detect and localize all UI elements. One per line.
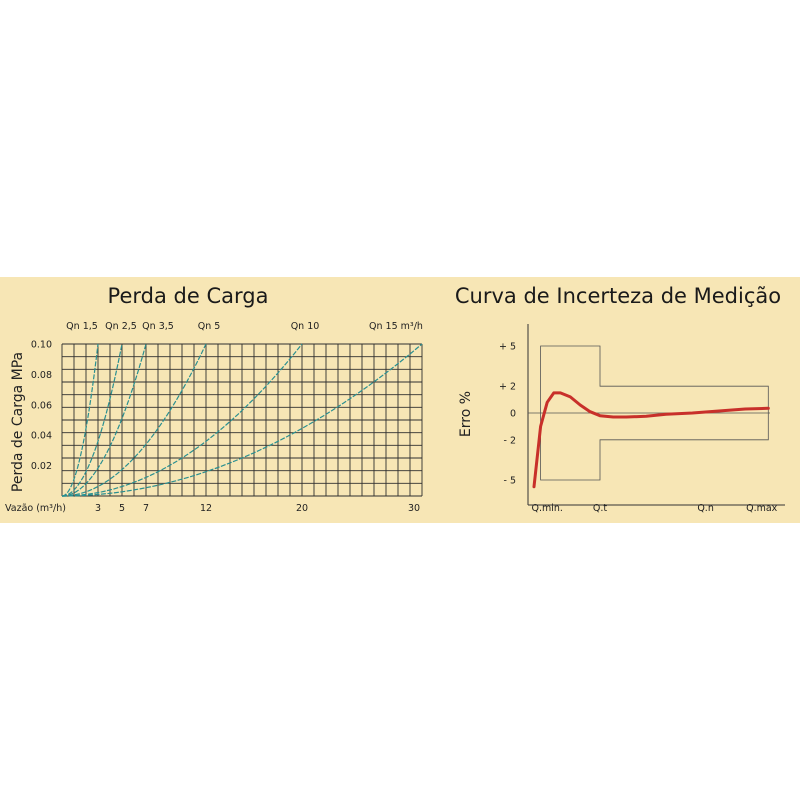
right-axes xyxy=(527,324,785,506)
x-tick-label: 5 xyxy=(119,503,125,514)
y-tick-label: 0.02 xyxy=(31,461,52,472)
series-curve-5 xyxy=(62,343,303,497)
right-curve xyxy=(532,391,770,489)
x-tick-label: 12 xyxy=(200,503,212,514)
left-series-labels: Qn 1,5 Qn 2,5 Qn 3,5 Qn 5 Qn 10 Qn 15 m³/h xyxy=(66,321,423,332)
series-label-5: Qn 10 xyxy=(291,321,320,332)
left-curves xyxy=(62,343,423,497)
y-tick-label: 0.06 xyxy=(31,400,52,411)
left-y-ticks: 0.02 0.04 0.06 0.08 0.10 xyxy=(31,340,52,473)
series-curve-3 xyxy=(62,343,147,497)
left-x-axis-label: Vazão (m³/h) xyxy=(5,503,66,514)
y-tick-label: 0 xyxy=(510,409,516,420)
x-category-label: Q.max xyxy=(746,503,778,514)
charts-panel: Perda de Carga Perda de Carga MPa Vazão … xyxy=(0,277,800,523)
y-tick-label: 0.10 xyxy=(31,340,52,351)
right-chart-title: Curva de Incerteza de Medição xyxy=(455,284,781,308)
series-curve-1 xyxy=(62,343,99,497)
left-x-ticks: 3 5 7 12 20 30 xyxy=(95,503,420,514)
charts-svg: Perda de Carga Perda de Carga MPa Vazão … xyxy=(5,284,785,514)
y-tick-label: 0.04 xyxy=(31,431,52,442)
y-tick-label: + 2 xyxy=(499,382,516,393)
tolerance-envelope xyxy=(540,345,769,481)
error-curve xyxy=(532,391,770,489)
left-y-axis-label: Perda de Carga MPa xyxy=(10,352,26,492)
series-curve-6 xyxy=(62,343,423,497)
right-envelope xyxy=(540,345,769,481)
y-tick-label: 0.08 xyxy=(31,370,52,381)
left-chart-title: Perda de Carga xyxy=(108,284,269,308)
x-tick-label: 20 xyxy=(296,503,308,514)
y-tick-label: - 5 xyxy=(504,476,517,487)
series-curve-2 xyxy=(62,343,123,497)
x-tick-label: 30 xyxy=(408,503,420,514)
right-y-axis-label: Erro % xyxy=(458,391,474,437)
right-y-ticks: + 5 + 2 0 - 2 - 5 xyxy=(499,342,516,487)
x-category-label: Q.t xyxy=(593,503,607,514)
x-category-label: Q.n xyxy=(697,503,714,514)
y-tick-label: + 5 xyxy=(499,342,516,353)
series-label-1: Qn 1,5 xyxy=(66,321,98,332)
x-tick-label: 3 xyxy=(95,503,101,514)
series-curve-4 xyxy=(62,343,207,497)
series-label-6: Qn 15 m³/h xyxy=(369,321,423,332)
y-tick-label: - 2 xyxy=(504,435,517,446)
series-label-2: Qn 2,5 xyxy=(105,321,137,332)
x-tick-label: 7 xyxy=(143,503,149,514)
right-x-ticks: Q.min. Q.t Q.n Q.max xyxy=(531,503,777,514)
x-category-label: Q.min. xyxy=(531,503,562,514)
left-grid xyxy=(61,343,423,497)
series-label-3: Qn 3,5 xyxy=(142,321,174,332)
series-label-4: Qn 5 xyxy=(198,321,221,332)
